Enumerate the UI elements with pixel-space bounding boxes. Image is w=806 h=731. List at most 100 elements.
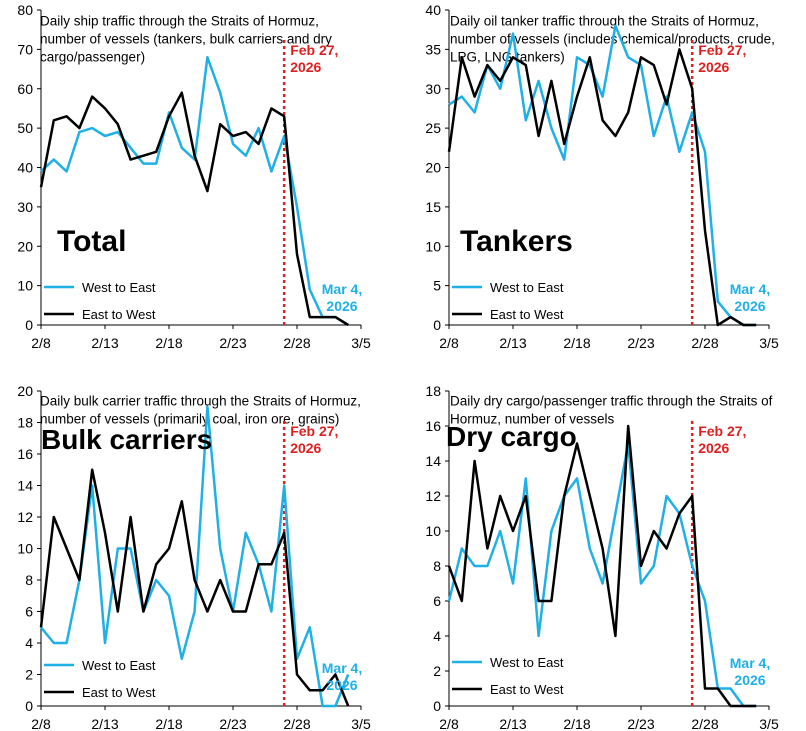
- series-east-to-west-line: [39, 468, 350, 707]
- x-tick-label: 2/8: [439, 716, 459, 731]
- chart-panel-3: Daily bulk carrier traffic through the S…: [17, 383, 371, 731]
- series-east-to-west-line: [39, 91, 349, 327]
- x-tick-label: 2/13: [91, 716, 118, 731]
- y-tick-label: 10: [17, 541, 33, 557]
- event-label: Feb 27,: [290, 42, 338, 58]
- y-tick-label: 30: [425, 81, 441, 97]
- x-tick-label: 2/23: [627, 716, 654, 731]
- x-tick-label: 2/13: [91, 335, 118, 351]
- y-tick-label: 0: [433, 698, 441, 714]
- y-tick-label: 0: [433, 317, 441, 333]
- y-tick-label: 18: [17, 415, 33, 431]
- chart-title-line: Daily bulk carrier traffic through the S…: [40, 394, 361, 409]
- y-tick-label: 0: [25, 317, 33, 333]
- y-tick-label: 25: [425, 120, 441, 136]
- y-tick-label: 40: [17, 160, 33, 176]
- x-tick-label: 2/28: [691, 716, 718, 731]
- event-label: Feb 27,: [698, 423, 746, 439]
- x-tick-label: 2/8: [439, 335, 459, 351]
- event-label: 2026: [290, 440, 321, 456]
- y-tick-label: 2: [433, 663, 441, 679]
- x-tick-label: 2/13: [499, 716, 526, 731]
- chart-title-line: Hormuz, number of vessels: [450, 412, 615, 427]
- x-tick-label: 2/23: [627, 335, 654, 351]
- event-label: Feb 27,: [290, 423, 338, 439]
- chart-title-line: number of vessels (primarily coal, iron …: [40, 412, 339, 427]
- y-tick-label: 60: [17, 81, 33, 97]
- legend-label: West to East: [490, 280, 564, 295]
- y-tick-label: 6: [433, 593, 441, 609]
- y-tick-label: 0: [25, 698, 33, 714]
- x-tick-label: 3/5: [351, 716, 371, 731]
- end-label: Mar 4,: [730, 655, 770, 671]
- end-label: 2026: [734, 298, 765, 314]
- legend-label: East to West: [82, 685, 156, 700]
- x-tick-label: 2/28: [283, 716, 310, 731]
- y-tick-label: 16: [425, 418, 441, 434]
- panel-big-label: Bulk carriers: [41, 424, 212, 455]
- y-tick-label: 20: [425, 160, 441, 176]
- legend-label: West to East: [490, 655, 564, 670]
- y-tick-label: 20: [17, 383, 33, 399]
- y-tick-label: 10: [425, 238, 441, 254]
- y-tick-label: 12: [425, 488, 441, 504]
- legend-label: East to West: [82, 307, 156, 322]
- y-tick-label: 10: [17, 278, 33, 294]
- series-east-to-west-line: [447, 48, 757, 327]
- y-tick-label: 20: [17, 238, 33, 254]
- y-tick-label: 14: [425, 453, 441, 469]
- event-label: 2026: [290, 59, 321, 75]
- x-tick-label: 2/18: [563, 716, 590, 731]
- x-tick-label: 2/28: [283, 335, 310, 351]
- x-tick-label: 2/8: [31, 335, 51, 351]
- y-tick-label: 12: [17, 509, 33, 525]
- y-tick-label: 4: [25, 635, 33, 651]
- y-tick-label: 80: [17, 2, 33, 18]
- end-label: 2026: [326, 298, 357, 314]
- chart-title-line: Daily dry cargo/passenger traffic throug…: [450, 394, 773, 409]
- legend-label: East to West: [490, 682, 564, 697]
- legend-label: East to West: [490, 307, 564, 322]
- end-label: Mar 4,: [322, 281, 362, 297]
- chart-title-line: Daily oil tanker traffic through the Str…: [450, 14, 759, 29]
- y-tick-label: 2: [25, 667, 33, 683]
- y-tick-label: 14: [17, 478, 33, 494]
- x-tick-label: 3/5: [759, 716, 779, 731]
- legend-label: West to East: [82, 280, 156, 295]
- series-west-to-east-line: [447, 442, 757, 708]
- series-west-to-east-line: [40, 405, 350, 708]
- event-label: 2026: [698, 59, 729, 75]
- chart-title-line: cargo/passenger): [40, 50, 145, 65]
- series-east-to-west-line: [447, 424, 757, 708]
- y-tick-label: 8: [25, 572, 33, 588]
- chart-panel-2: Daily oil tanker traffic through the Str…: [425, 2, 779, 351]
- y-tick-label: 40: [425, 2, 441, 18]
- y-tick-label: 70: [17, 41, 33, 57]
- legend-label: West to East: [82, 658, 156, 673]
- end-label: Mar 4,: [730, 281, 770, 297]
- x-tick-label: 3/5: [351, 335, 371, 351]
- y-tick-label: 16: [17, 446, 33, 462]
- x-tick-label: 2/13: [499, 335, 526, 351]
- x-tick-label: 2/18: [155, 335, 182, 351]
- chart-panel-4: Daily dry cargo/passenger traffic throug…: [425, 383, 779, 731]
- x-tick-label: 2/28: [691, 335, 718, 351]
- event-label: 2026: [698, 440, 729, 456]
- y-tick-label: 6: [25, 604, 33, 620]
- x-tick-label: 2/23: [219, 335, 246, 351]
- x-tick-label: 2/18: [563, 335, 590, 351]
- x-tick-label: 2/23: [219, 716, 246, 731]
- y-tick-label: 18: [425, 383, 441, 399]
- x-tick-label: 3/5: [759, 335, 779, 351]
- panel-big-label: Total: [57, 225, 126, 258]
- y-tick-label: 15: [425, 199, 441, 215]
- end-label: 2026: [734, 672, 765, 688]
- x-tick-label: 2/8: [31, 716, 51, 731]
- end-label: Mar 4,: [322, 660, 362, 676]
- y-tick-label: 35: [425, 41, 441, 57]
- end-label: 2026: [326, 677, 357, 693]
- x-tick-label: 2/18: [155, 716, 182, 731]
- y-tick-label: 50: [17, 120, 33, 136]
- event-label: Feb 27,: [698, 42, 746, 58]
